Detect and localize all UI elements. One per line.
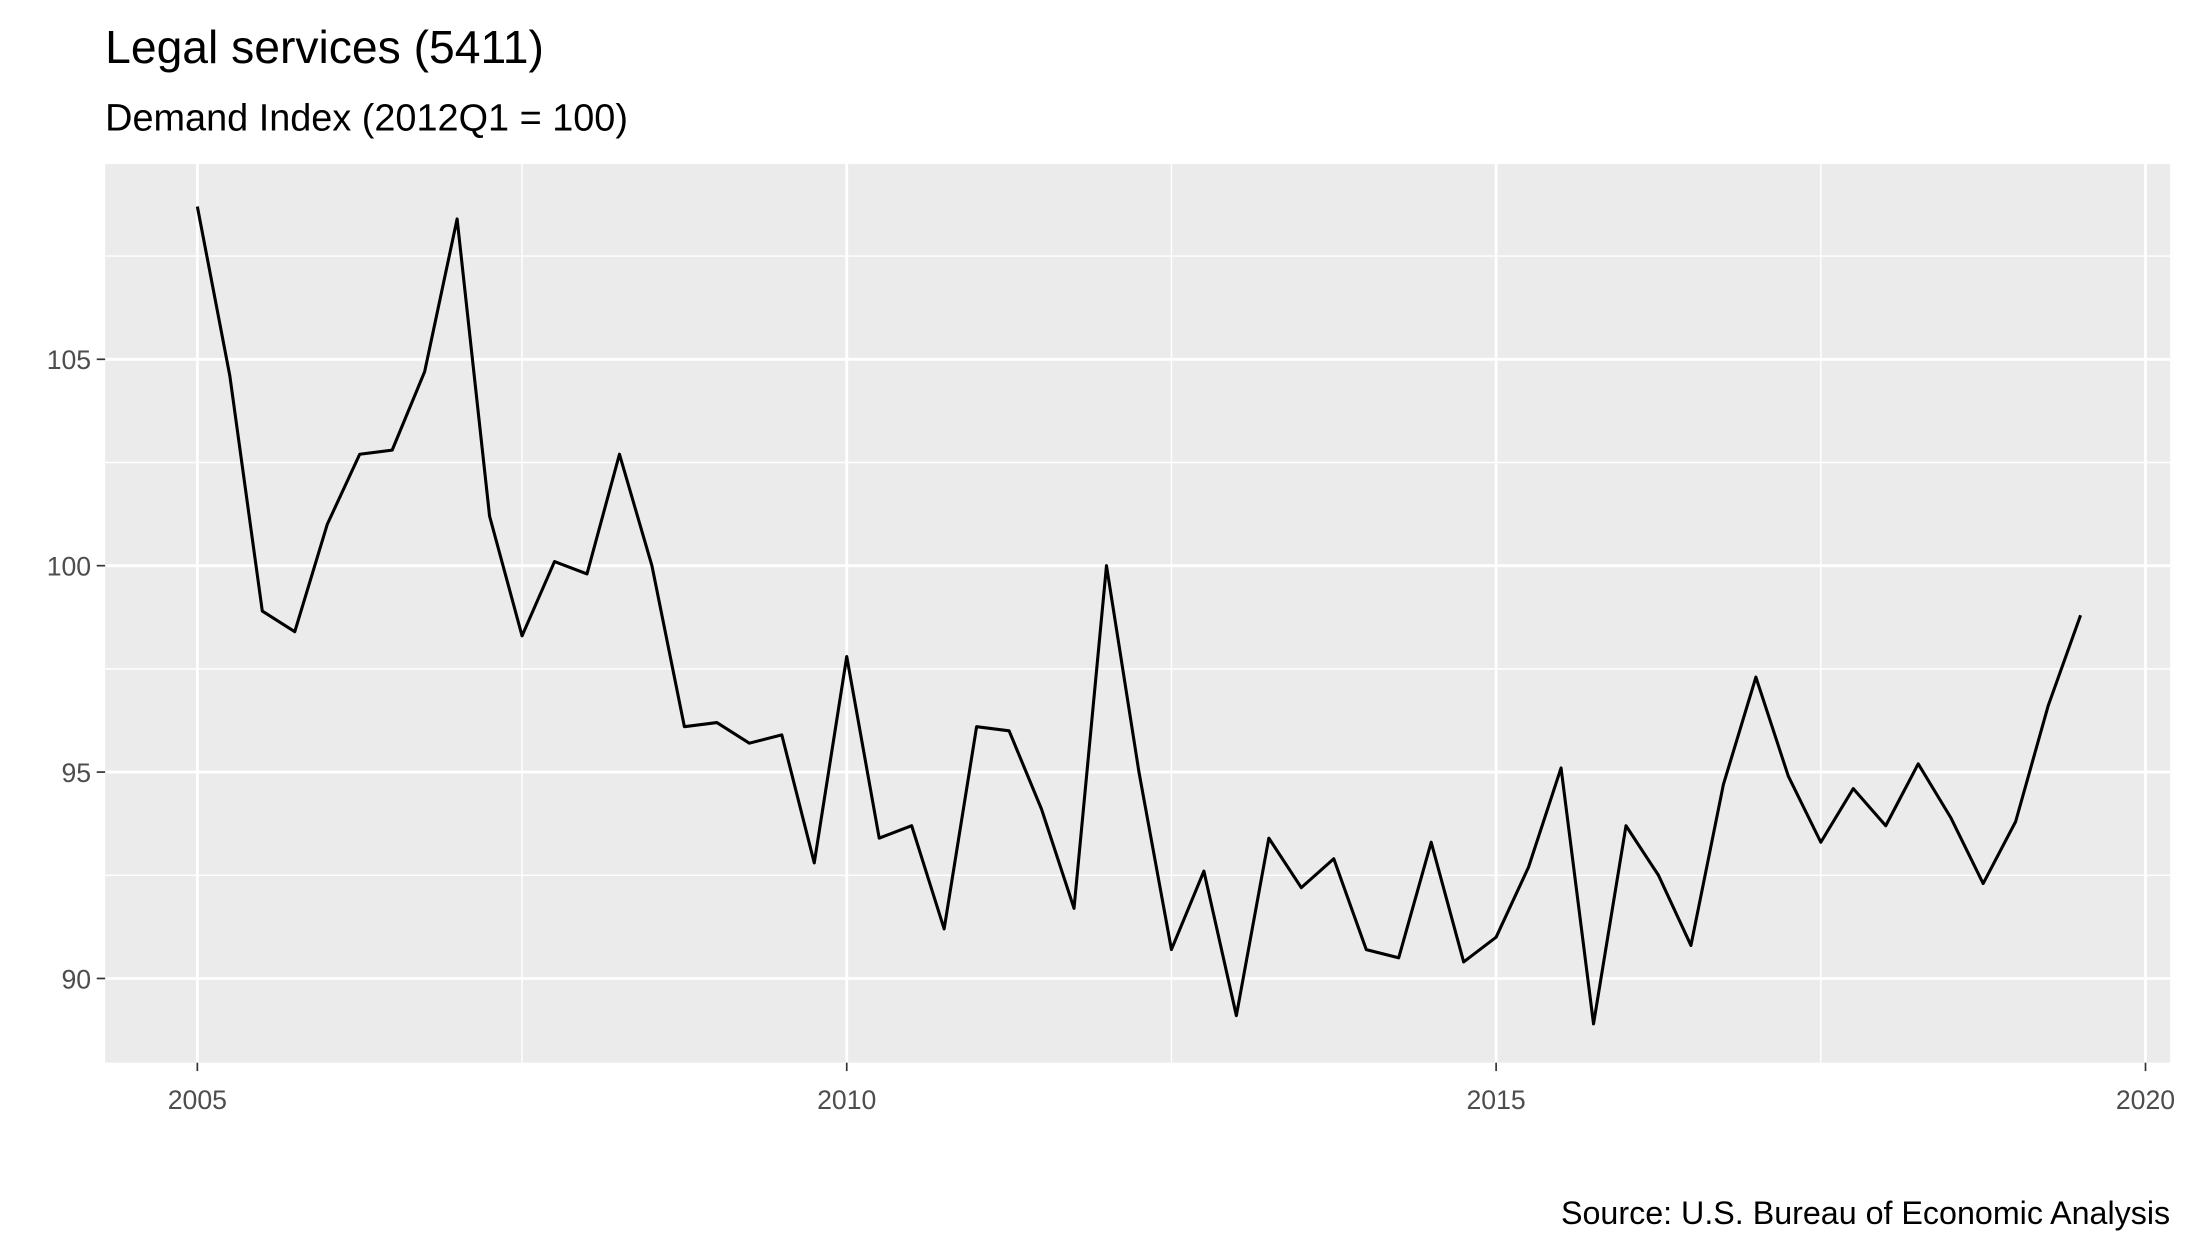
y-tick-label: 105 xyxy=(47,345,91,375)
chart-title: Legal services (5411) xyxy=(105,21,544,73)
x-tick-label: 2015 xyxy=(1467,1085,1526,1115)
x-tick-label: 2005 xyxy=(168,1085,227,1115)
x-tick-label: 2010 xyxy=(817,1085,876,1115)
data-line xyxy=(195,206,2083,1026)
caption: Source: U.S. Bureau of Economic Analysis xyxy=(1561,1195,2170,1231)
chart-subtitle: Demand Index (2012Q1 = 100) xyxy=(105,97,628,139)
x-tick-label: 2020 xyxy=(2116,1085,2175,1115)
y-tick-label: 90 xyxy=(62,964,92,994)
y-tick-label: 100 xyxy=(47,552,91,582)
y-tick-label: 95 xyxy=(62,758,92,788)
plot-panel xyxy=(105,164,2171,1063)
